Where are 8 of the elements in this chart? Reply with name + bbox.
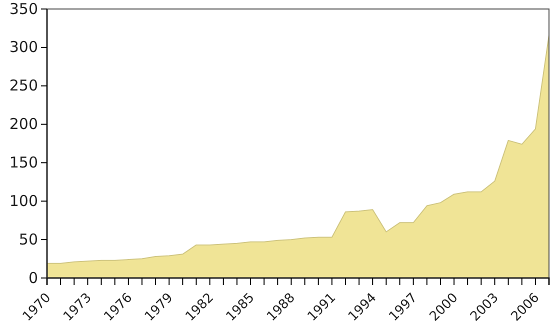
y-tick-label: 200: [9, 115, 38, 134]
y-tick-label: 150: [9, 154, 38, 172]
y-tick-label: 50: [18, 230, 38, 248]
y-tick-label: 350: [9, 0, 38, 18]
y-tick-label: 250: [9, 76, 38, 95]
y-tick-label: 300: [9, 38, 38, 56]
y-tick-label: 100: [9, 192, 38, 210]
y-tick-label: 0: [28, 268, 38, 287]
